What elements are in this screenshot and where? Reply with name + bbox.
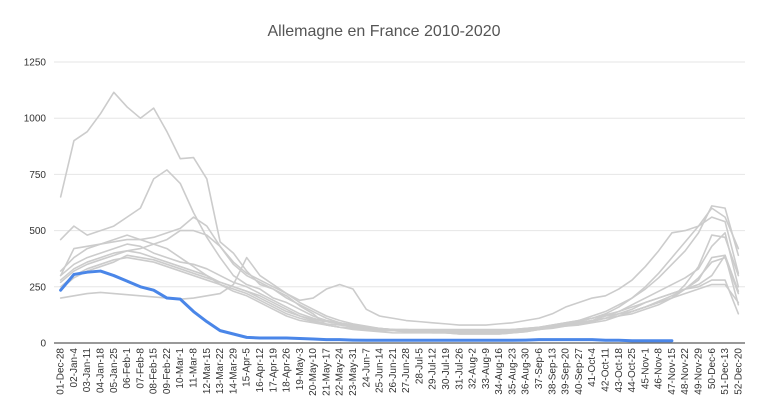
x-tick-label: 34-Aug-16 [494,348,505,395]
x-tick-label: 51-Dec-13 [720,348,731,395]
x-tick-label: 12-Mar-15 [202,348,213,395]
x-tick-label: 29-Jul-12 [428,348,439,390]
x-tick-label: 36-Aug-30 [521,348,532,395]
x-tick-label: 48-Nov-22 [680,348,691,395]
series-line-highlight [59,269,674,343]
series-line-10 [59,254,740,332]
x-tick-label: 02-Jan-4 [69,348,80,388]
x-tick-label: 49-Nov-29 [693,348,704,395]
x-tick-label: 21-May-17 [321,348,332,396]
x-tick-label: 41-Oct-4 [587,348,598,387]
x-tick-label: 18-Apr-26 [282,348,293,393]
x-tick-label: 43-Oct-18 [614,348,625,393]
x-tick-label: 11-Mar-8 [189,348,200,388]
x-tick-label: 52-Dec-20 [733,348,744,395]
x-tick-label: 46-Nov-8 [654,348,665,390]
x-tick-label: 32-Aug-2 [468,348,479,390]
x-tick-label: 24-Jun-7 [361,348,372,388]
x-tick-label: 06-Feb-1 [122,348,133,389]
x-tick-label: 27-Jun-28 [401,348,412,393]
x-tick-label: 38-Sep-13 [547,348,558,395]
x-tick-label: 07-Feb-8 [135,348,146,389]
x-tick-label: 47-Nov-15 [667,348,678,395]
y-tick-label: 250 [29,282,46,293]
x-tick-label: 05-Jan-25 [109,348,120,393]
x-tick-label: 42-Oct-11 [600,348,611,392]
x-tick-label: 19-May-3 [295,348,306,391]
series-line-8 [59,216,740,331]
x-tick-label: 45-Nov-1 [640,348,651,390]
x-tick-label: 33-Aug-9 [481,348,492,390]
x-tick-label: 16-Apr-12 [255,348,266,393]
chart-title: Allemagne en France 2010-2020 [267,23,500,40]
x-tick-label: 23-May-31 [348,348,359,396]
x-tick-label: 01-Dec-28 [56,348,67,395]
y-tick-label: 0 [40,339,46,350]
x-tick-label: 15-Apr-5 [242,348,253,387]
series-line-4 [59,232,740,334]
x-tick-label: 09-Feb-22 [162,348,173,395]
x-tick-label: 50-Dec-6 [707,348,718,390]
x-tick-label: 40-Sep-27 [574,348,585,395]
x-tick-label: 44-Oct-25 [627,348,638,393]
x-tick-label: 39-Sep-20 [561,348,572,395]
x-tick-label: 08-Feb-15 [149,348,160,395]
x-tick-label: 37-Sep-6 [534,348,545,390]
x-tick-label: 28-Jul-5 [414,348,425,385]
x-tick-label: 14-Mar-29 [228,348,239,395]
series-line-7 [59,234,740,333]
x-tick-label: 10-Mar-1 [175,348,186,389]
y-tick-label: 500 [29,226,46,237]
x-tick-label: 17-Apr-19 [268,348,279,393]
x-tick-label: 35-Aug-23 [507,348,518,395]
series-line-9 [59,216,740,326]
x-tick-label: 22-May-24 [335,348,346,396]
x-axis-ticks: 01-Dec-28 02-Jan-4 03-Jan-11 04-Jan-18 05-Ja… [56,348,745,396]
x-tick-label: 04-Jan-18 [96,348,107,393]
x-tick-label: 30-Jul-19 [441,348,452,390]
y-tick-label: 750 [29,170,46,181]
x-tick-label: 26-Jun-21 [388,348,399,393]
series-lines [59,91,740,343]
x-tick-label: 03-Jan-11 [82,348,93,393]
gridlines [54,61,745,288]
x-tick-label: 31-Jul-26 [454,348,465,390]
x-tick-label: 20-May-10 [308,348,319,396]
x-tick-label: 25-Jun-14 [375,348,386,393]
y-tick-label: 1000 [24,114,47,125]
y-axis-ticks: 0 250 500 750 1000 1250 [24,58,47,350]
y-tick-label: 1250 [24,58,47,69]
x-tick-label: 13-Mar-22 [215,348,226,395]
